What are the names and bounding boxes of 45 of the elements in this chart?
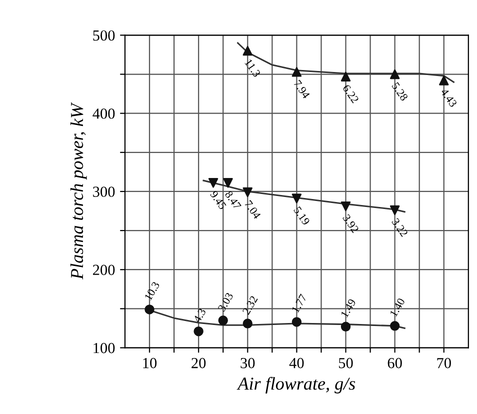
annotation: 4.3 (193, 308, 206, 324)
point (340, 72, 351, 82)
x-tick-label: 10 (143, 358, 157, 368)
point (292, 317, 302, 327)
annotation: 4.43 (440, 88, 458, 108)
y-tick-label: 300 (93, 186, 115, 197)
annotation: 1.49 (340, 298, 356, 318)
point (208, 178, 218, 188)
x-tick-label: 30 (240, 358, 255, 368)
point (242, 187, 252, 198)
y-tick-label: 200 (93, 264, 115, 276)
point (340, 322, 351, 332)
annotation: 6.22 (342, 84, 360, 104)
point (218, 316, 228, 326)
point (340, 201, 351, 212)
y-axis-title: Plasma torch power, kW (70, 102, 87, 280)
x-tick-label: 70 (437, 358, 451, 368)
point (390, 321, 400, 331)
point (390, 205, 400, 216)
x-tick-label: 60 (388, 358, 402, 368)
annotation: 7.04 (244, 200, 262, 220)
annotation: 8.47 (224, 190, 242, 210)
annotation: 5.19 (293, 206, 310, 226)
point (292, 67, 302, 77)
annotation: 1.40 (390, 298, 406, 317)
point (439, 76, 449, 86)
annotation: 7.94 (293, 80, 310, 100)
point (242, 318, 252, 328)
y-tick-label: 400 (92, 108, 115, 119)
point (242, 46, 252, 56)
x-tick-label: 20 (192, 358, 206, 368)
annotation: 10.3 (144, 281, 160, 301)
x-axis-title: Air flowrate, g/s (236, 376, 356, 394)
point (390, 69, 400, 80)
point (194, 326, 204, 336)
y-tick-label: 500 (93, 30, 115, 41)
y-tick-label: 100 (94, 342, 115, 354)
point (292, 194, 302, 204)
x-tick-label: 50 (339, 358, 353, 368)
x-tick-label: 40 (289, 358, 304, 368)
annotation: 11.3 (244, 58, 261, 78)
annotation: 9.45 (210, 190, 227, 210)
point (144, 304, 154, 314)
point (223, 178, 233, 188)
annotation: 5.28 (392, 82, 408, 102)
